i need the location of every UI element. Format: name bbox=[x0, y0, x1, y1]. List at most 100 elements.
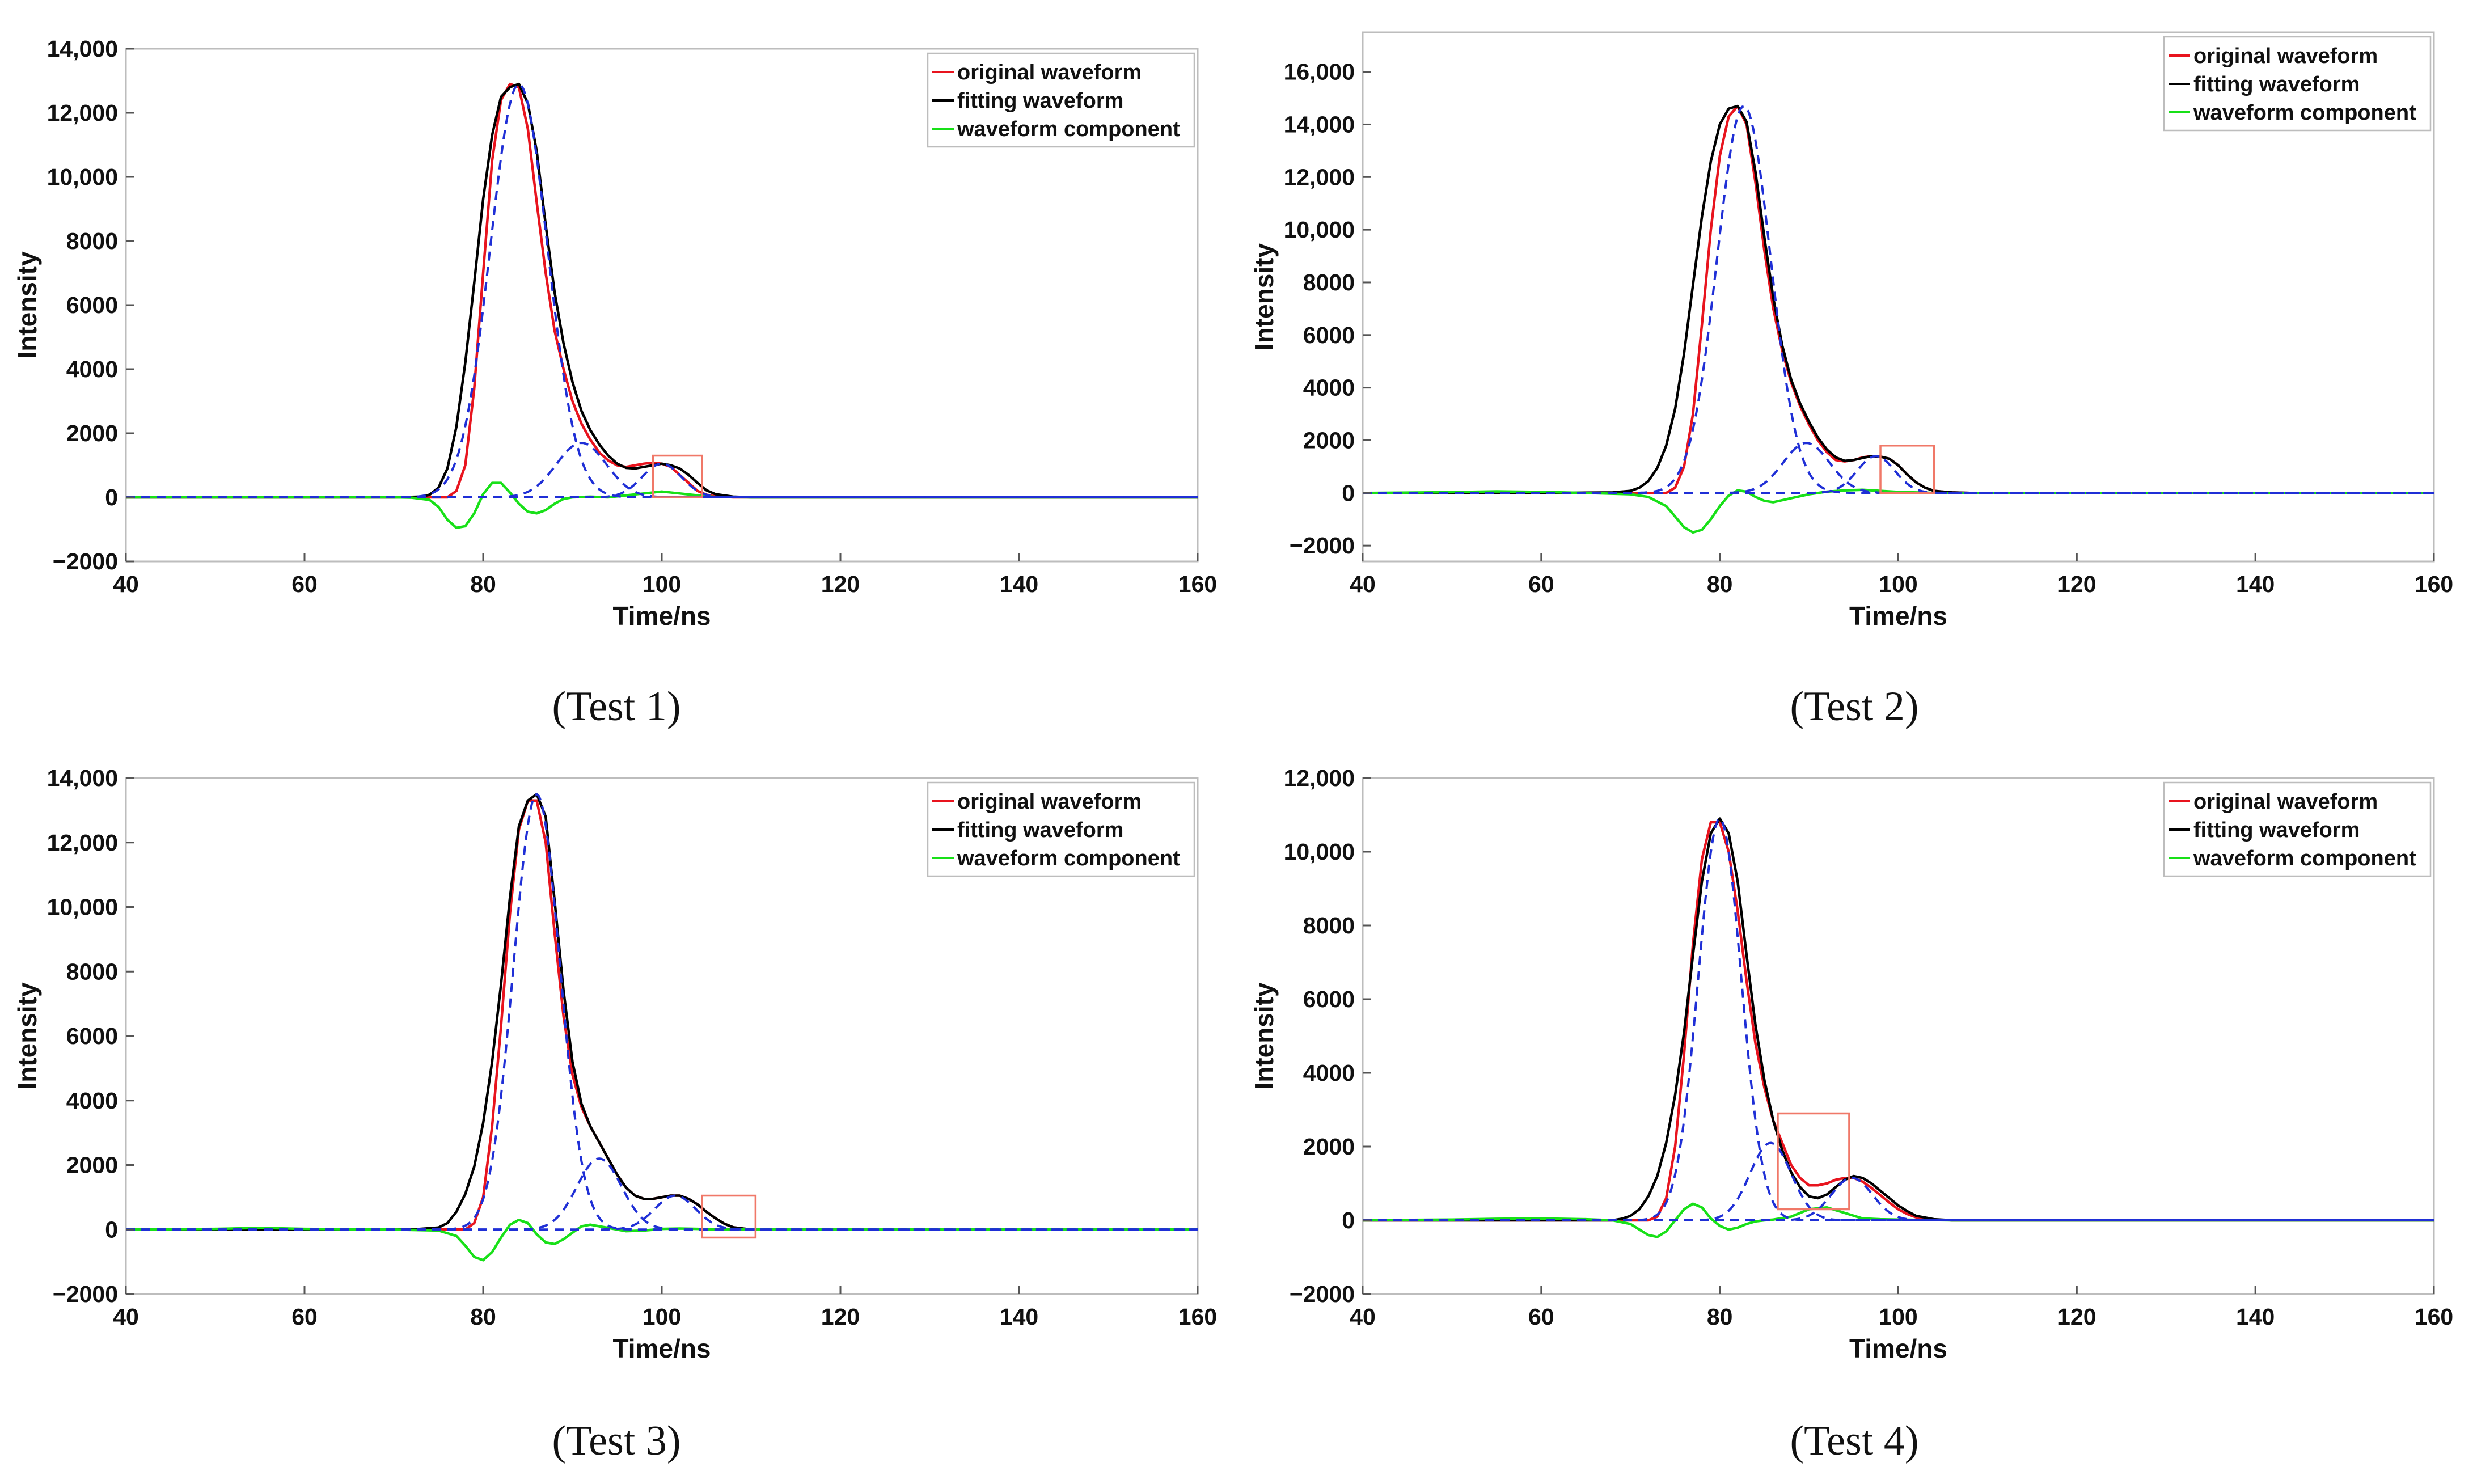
highlight-box bbox=[1777, 1112, 1850, 1211]
x-tick-label: 120 bbox=[821, 571, 860, 597]
legend-label: fitting waveform bbox=[2193, 73, 2360, 96]
y-tick-label: 2000 bbox=[1303, 427, 1355, 453]
legend-label: original waveform bbox=[957, 61, 1142, 84]
y-tick-label: 12,000 bbox=[47, 100, 118, 126]
y-tick-label: 6000 bbox=[66, 1023, 118, 1049]
y-axis-title: Intensity bbox=[1249, 243, 1279, 351]
chart-panel-2: 40 60 80 100 120 140 160 −2000 0 2000 4000 6000 8000… bbox=[1249, 31, 2453, 730]
highlight-box bbox=[701, 1194, 757, 1239]
y-tick-label: 4000 bbox=[1303, 375, 1355, 401]
series-line-gaussian-component-1 bbox=[126, 793, 1198, 1231]
legend-label: original waveform bbox=[2193, 44, 2378, 68]
y-tick-label: −2000 bbox=[53, 548, 118, 574]
y-tick-label: 10,000 bbox=[47, 164, 118, 190]
x-axis-title: Time/ns bbox=[613, 1334, 711, 1363]
y-tick-label: 8000 bbox=[1303, 912, 1355, 938]
series-line-gaussian-component-2 bbox=[1363, 1141, 2434, 1221]
y-tick-label: 16,000 bbox=[1284, 59, 1355, 85]
y-tick-label: 6000 bbox=[1303, 322, 1355, 348]
y-tick-label: 4000 bbox=[66, 1088, 118, 1114]
panel-caption: (Test 3) bbox=[552, 1418, 680, 1464]
x-tick-label: 40 bbox=[113, 1304, 139, 1330]
y-axis-title: Intensity bbox=[12, 251, 42, 359]
legend-label: fitting waveform bbox=[957, 89, 1123, 113]
y-tick-label: 2000 bbox=[66, 420, 118, 446]
y-tick-label: 6000 bbox=[1303, 986, 1355, 1012]
legend-label: fitting waveform bbox=[2193, 818, 2360, 842]
legend-label: waveform component bbox=[957, 847, 1180, 870]
y-tick-label: 4000 bbox=[66, 356, 118, 382]
y-tick-label: 0 bbox=[1342, 1207, 1355, 1233]
chart-panel-3: 40 60 80 100 120 140 160 −2000 0 2000 4000 6000 8000… bbox=[12, 765, 1217, 1464]
series-line-fitting-waveform bbox=[1363, 104, 2434, 494]
x-tick-label: 40 bbox=[1350, 571, 1376, 597]
x-tick-label: 80 bbox=[1707, 1304, 1733, 1330]
x-tick-label: 100 bbox=[643, 571, 681, 597]
series-line-gaussian-component-2 bbox=[126, 1157, 1198, 1231]
y-tick-label: 12,000 bbox=[47, 830, 118, 856]
y-tick-label: 8000 bbox=[66, 228, 118, 254]
legend-label: waveform component bbox=[957, 117, 1180, 141]
y-tick-label: 10,000 bbox=[47, 894, 118, 920]
x-tick-label: 80 bbox=[470, 571, 496, 597]
y-tick-label: −2000 bbox=[1290, 1281, 1355, 1307]
series-line-fitting-waveform bbox=[126, 82, 1198, 499]
x-tick-label: 160 bbox=[2415, 1304, 2453, 1330]
x-tick-label: 120 bbox=[2057, 1304, 2096, 1330]
x-tick-label: 120 bbox=[821, 1304, 860, 1330]
series-line-gaussian-component-2 bbox=[126, 442, 1198, 498]
series-line-gaussian-component-3 bbox=[126, 1194, 1198, 1231]
series-line-original-waveform bbox=[1363, 821, 2434, 1222]
y-tick-label: 8000 bbox=[66, 958, 118, 984]
legend-label: waveform component bbox=[2193, 101, 2416, 125]
series-line-gaussian-component-3 bbox=[1363, 1177, 2434, 1221]
y-tick-label: 14,000 bbox=[1284, 111, 1355, 137]
x-tick-label: 60 bbox=[291, 1304, 318, 1330]
y-axis-title: Intensity bbox=[1249, 982, 1279, 1090]
y-axis-title: Intensity bbox=[12, 982, 42, 1090]
y-tick-label: 12,000 bbox=[1284, 164, 1355, 190]
y-tick-label: 14,000 bbox=[47, 36, 118, 62]
y-tick-label: 2000 bbox=[66, 1152, 118, 1178]
highlight-box bbox=[652, 454, 703, 498]
series-line-waveform-component bbox=[126, 481, 1198, 529]
x-tick-label: 80 bbox=[1707, 571, 1733, 597]
legend-box bbox=[2163, 36, 2432, 132]
y-tick-label: 14,000 bbox=[47, 765, 118, 791]
y-tick-label: 12,000 bbox=[1284, 765, 1355, 791]
y-tick-label: −2000 bbox=[53, 1281, 118, 1307]
y-tick-label: 0 bbox=[105, 1216, 118, 1242]
x-tick-label: 160 bbox=[1178, 571, 1217, 597]
y-tick-label: 4000 bbox=[1303, 1060, 1355, 1086]
y-tick-label: 2000 bbox=[1303, 1134, 1355, 1160]
x-tick-label: 120 bbox=[2057, 571, 2096, 597]
x-tick-label: 100 bbox=[1879, 571, 1917, 597]
x-tick-label: 140 bbox=[2236, 1304, 2275, 1330]
y-tick-label: 0 bbox=[105, 484, 118, 510]
y-tick-label: 8000 bbox=[1303, 269, 1355, 295]
series-line-gaussian-component-3 bbox=[1363, 455, 2434, 494]
x-tick-label: 160 bbox=[1178, 1304, 1217, 1330]
y-tick-label: 6000 bbox=[66, 292, 118, 318]
x-tick-label: 60 bbox=[1528, 1304, 1554, 1330]
x-tick-label: 80 bbox=[470, 1304, 496, 1330]
legend-label: waveform component bbox=[2193, 847, 2416, 870]
y-tick-label: 10,000 bbox=[1284, 217, 1355, 243]
x-tick-label: 100 bbox=[643, 1304, 681, 1330]
legend-label: original waveform bbox=[2193, 790, 2378, 814]
panel-caption: (Test 2) bbox=[1790, 683, 1918, 730]
x-axis-title: Time/ns bbox=[613, 601, 711, 631]
x-tick-label: 100 bbox=[1879, 1304, 1917, 1330]
x-axis-title: Time/ns bbox=[1849, 1334, 1947, 1363]
highlight-box bbox=[1879, 445, 1935, 494]
x-tick-label: 140 bbox=[1000, 1304, 1038, 1330]
panel-caption: (Test 4) bbox=[1790, 1418, 1918, 1464]
x-tick-label: 140 bbox=[2236, 571, 2275, 597]
legend-box bbox=[927, 781, 1195, 877]
x-tick-label: 60 bbox=[291, 571, 318, 597]
y-tick-label: 10,000 bbox=[1284, 839, 1355, 865]
x-tick-label: 160 bbox=[2415, 571, 2453, 597]
x-tick-label: 40 bbox=[113, 571, 139, 597]
panel-caption: (Test 1) bbox=[552, 683, 680, 730]
